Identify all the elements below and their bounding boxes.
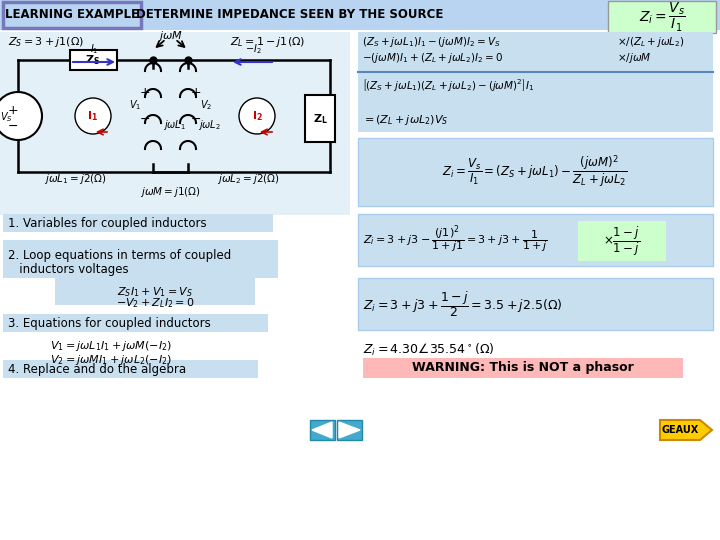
Text: $-$: $-$: [7, 118, 19, 132]
FancyBboxPatch shape: [3, 314, 268, 332]
FancyBboxPatch shape: [578, 221, 666, 261]
Circle shape: [0, 92, 42, 140]
Text: $j\omega L_2$: $j\omega L_2$: [198, 118, 221, 132]
Text: $\mathbf{Z_L}$: $\mathbf{Z_L}$: [312, 112, 328, 126]
Text: $Z_i = \dfrac{V_s}{I_1} = (Z_S + j\omega L_1) - \dfrac{(j\omega M)^2}{Z_L + j\om: $Z_i = \dfrac{V_s}{I_1} = (Z_S + j\omega…: [442, 154, 628, 190]
Text: $\mathbf{I_1}$: $\mathbf{I_1}$: [87, 109, 99, 123]
Text: $-I_2$: $-I_2$: [245, 42, 261, 56]
Text: $V_2 = j\omega M I_1 + j\omega L_2(-I_2)$: $V_2 = j\omega M I_1 + j\omega L_2(-I_2)…: [50, 353, 172, 367]
Text: $Z_S = 3 + j1(\Omega)$: $Z_S = 3 + j1(\Omega)$: [8, 35, 84, 49]
Text: $\left[(Z_S + j\omega L_1)(Z_L + j\omega L_2) - (j\omega M)^2\right]I_1$: $\left[(Z_S + j\omega L_1)(Z_L + j\omega…: [362, 77, 534, 93]
Text: $I_1$: $I_1$: [90, 42, 98, 56]
Text: 1. Variables for coupled inductors: 1. Variables for coupled inductors: [8, 217, 207, 230]
FancyBboxPatch shape: [3, 240, 278, 278]
FancyBboxPatch shape: [358, 214, 713, 266]
FancyBboxPatch shape: [55, 275, 255, 305]
FancyBboxPatch shape: [305, 95, 335, 142]
Text: $\times/ j\omega M$: $\times/ j\omega M$: [617, 51, 652, 65]
Text: WARNING: This is NOT a phasor: WARNING: This is NOT a phasor: [412, 361, 634, 375]
Text: $Z_i = 4.30\angle 35.54^\circ(\Omega)$: $Z_i = 4.30\angle 35.54^\circ(\Omega)$: [363, 342, 495, 358]
FancyBboxPatch shape: [3, 214, 273, 232]
Text: $Z_L = 1 - j1(\Omega)$: $Z_L = 1 - j1(\Omega)$: [230, 35, 305, 49]
FancyBboxPatch shape: [337, 420, 362, 440]
Polygon shape: [660, 420, 712, 440]
Text: $\times/(Z_L + j\omega L_2)$: $\times/(Z_L + j\omega L_2)$: [617, 35, 685, 49]
Circle shape: [239, 98, 275, 134]
Text: $Z_i = 3 + j3 + \dfrac{1-j}{2} = 3.5 + j2.5(\Omega)$: $Z_i = 3 + j3 + \dfrac{1-j}{2} = 3.5 + j…: [363, 289, 562, 319]
FancyBboxPatch shape: [0, 32, 350, 215]
Text: 3. Equations for coupled inductors: 3. Equations for coupled inductors: [8, 316, 211, 329]
Polygon shape: [339, 422, 360, 438]
Text: DETERMINE IMPEDANCE SEEN BY THE SOURCE: DETERMINE IMPEDANCE SEEN BY THE SOURCE: [136, 9, 444, 22]
Text: 2. Loop equations in terms of coupled: 2. Loop equations in terms of coupled: [8, 248, 231, 261]
FancyBboxPatch shape: [0, 0, 720, 30]
Text: $-$: $-$: [140, 111, 150, 125]
Text: $V_S$: $V_S$: [0, 110, 12, 124]
Text: $(Z_S + j\omega L_1)I_1 - (j\omega M)I_2 = V_S$: $(Z_S + j\omega L_1)I_1 - (j\omega M)I_2…: [362, 35, 500, 49]
Polygon shape: [312, 422, 332, 438]
Text: +: +: [191, 85, 202, 98]
Text: $j\omega M$: $j\omega M$: [158, 29, 182, 43]
Text: $\mathbf{Z_S}$: $\mathbf{Z_S}$: [86, 53, 101, 67]
Text: 4. Replace and do the algebra: 4. Replace and do the algebra: [8, 362, 186, 375]
Text: $V_1$: $V_1$: [129, 98, 141, 112]
Text: $\mathbf{I_2}$: $\mathbf{I_2}$: [251, 109, 263, 123]
Text: inductors voltages: inductors voltages: [8, 262, 129, 275]
Text: $-V_2 + Z_L I_2 = 0$: $-V_2 + Z_L I_2 = 0$: [116, 296, 194, 310]
FancyBboxPatch shape: [310, 420, 335, 440]
FancyBboxPatch shape: [358, 278, 713, 330]
Text: GEAUX: GEAUX: [662, 425, 698, 435]
FancyBboxPatch shape: [363, 358, 683, 378]
Text: $j\omega L_2 = j2(\Omega)$: $j\omega L_2 = j2(\Omega)$: [217, 172, 279, 186]
Text: $Z_i = \dfrac{V_s}{I_1}$: $Z_i = \dfrac{V_s}{I_1}$: [639, 1, 685, 33]
FancyBboxPatch shape: [3, 2, 141, 28]
Text: +: +: [140, 85, 150, 98]
Text: $j\omega L_1 = j2(\Omega)$: $j\omega L_1 = j2(\Omega)$: [44, 172, 107, 186]
FancyBboxPatch shape: [3, 360, 258, 378]
Text: $-(j\omega M)I_1 + (Z_L + j\omega L_2)I_2 = 0$: $-(j\omega M)I_1 + (Z_L + j\omega L_2)I_…: [362, 51, 503, 65]
Text: LEARNING EXAMPLE: LEARNING EXAMPLE: [5, 9, 139, 22]
Text: $\times \dfrac{1-j}{1-j}$: $\times \dfrac{1-j}{1-j}$: [603, 224, 641, 258]
FancyBboxPatch shape: [358, 32, 713, 132]
Text: $= (Z_L + j\omega L_2)V_S$: $= (Z_L + j\omega L_2)V_S$: [362, 113, 449, 127]
Text: $Z_i = 3 + j3 - \dfrac{(j1)^2}{1+j1} = 3 + j3 + \dfrac{1}{1+j}$: $Z_i = 3 + j3 - \dfrac{(j1)^2}{1+j1} = 3…: [363, 224, 548, 256]
Text: $j\omega L_1$: $j\omega L_1$: [163, 118, 186, 132]
Text: $V_1 = j\omega L_1 I_1 + j\omega M(-I_2)$: $V_1 = j\omega L_1 I_1 + j\omega M(-I_2)…: [50, 339, 172, 353]
Circle shape: [75, 98, 111, 134]
Text: $Z_S I_1 + V_1 = V_S$: $Z_S I_1 + V_1 = V_S$: [117, 285, 193, 299]
Text: $-$: $-$: [190, 111, 202, 125]
FancyBboxPatch shape: [358, 138, 713, 206]
FancyBboxPatch shape: [608, 1, 716, 33]
Text: $V_2$: $V_2$: [200, 98, 212, 112]
FancyBboxPatch shape: [70, 50, 117, 70]
Text: +: +: [8, 104, 18, 117]
Text: $j\omega M = j1(\Omega)$: $j\omega M = j1(\Omega)$: [140, 185, 200, 199]
